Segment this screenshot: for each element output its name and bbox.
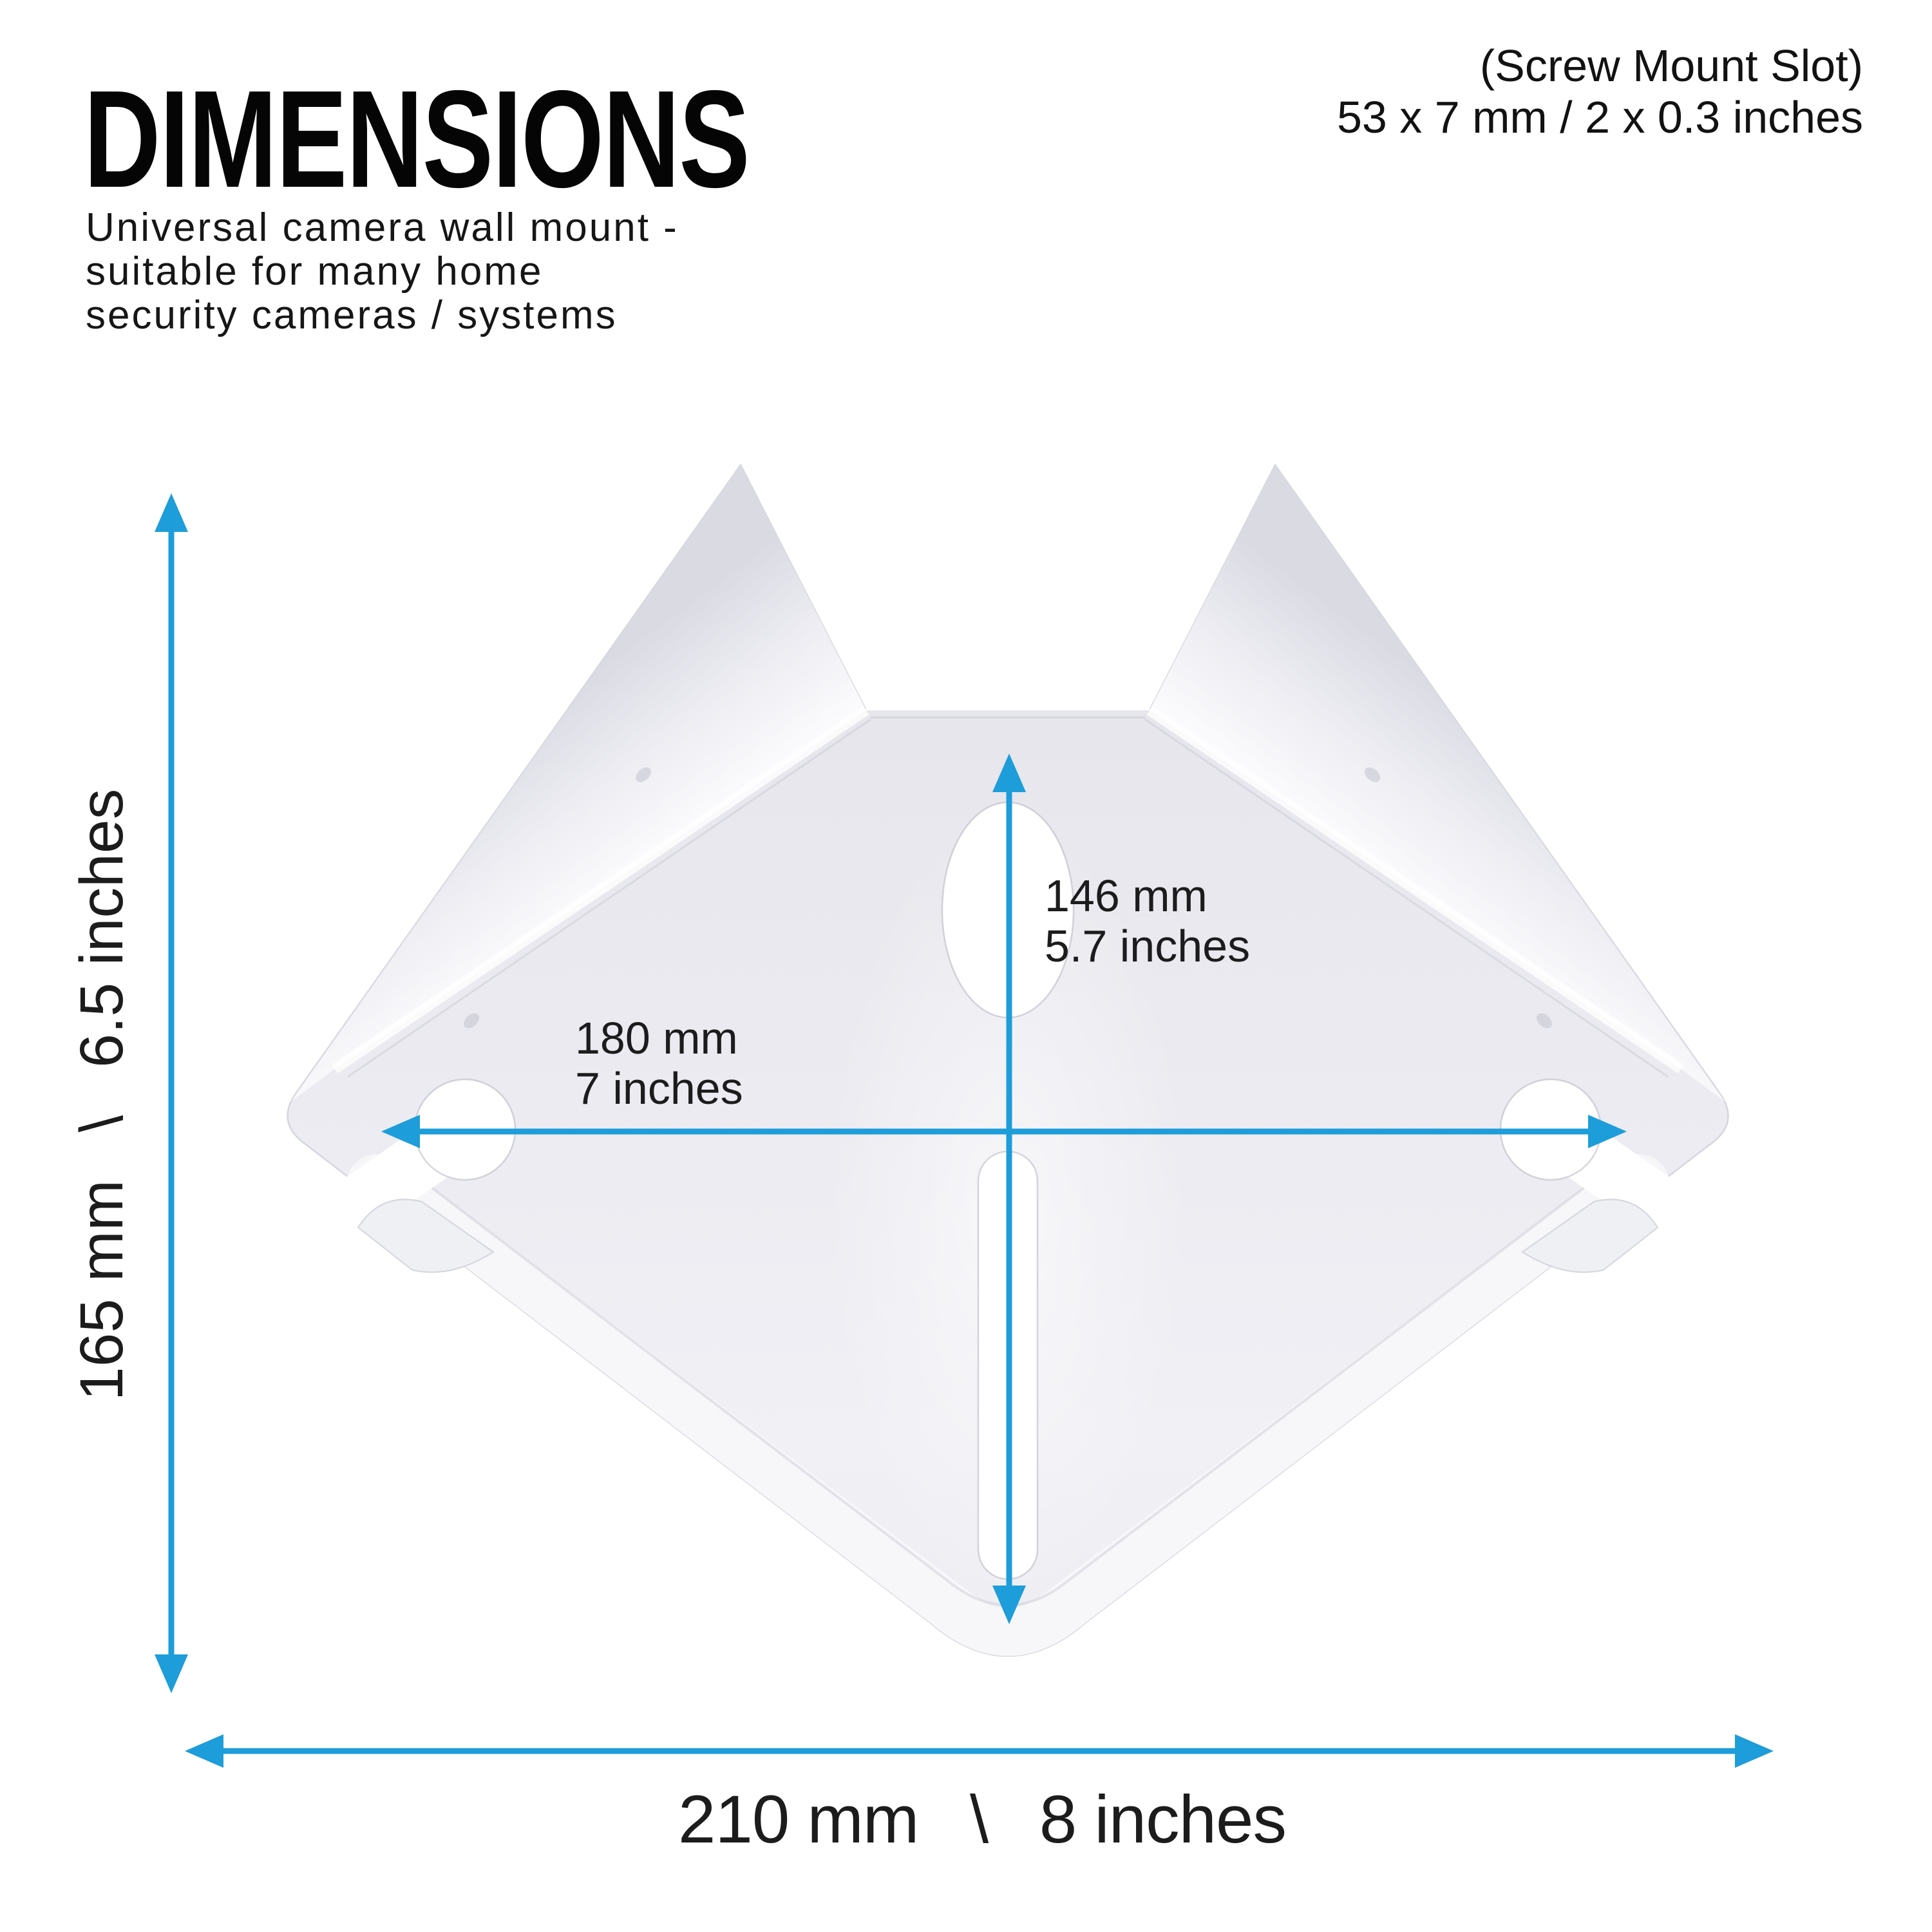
overall-height-arrow — [155, 493, 188, 1693]
plate-height-imperial: 5.7 inches — [1045, 921, 1251, 971]
screw-mount-slot-note-line-1: (Screw Mount Slot) — [1479, 41, 1863, 91]
page-title: DIMENSIONS — [84, 61, 750, 216]
screw-mount-slot-note: (Screw Mount Slot) 53 x 7 mm / 2 x 0.3 i… — [1337, 40, 1863, 143]
subtitle-line-2: suitable for many home — [86, 249, 544, 294]
wing-fold-lines — [332, 706, 1684, 1078]
bracket-left-wing — [291, 465, 866, 1101]
overall-width-arrow — [185, 1734, 1774, 1768]
bracket-right-wing — [1150, 465, 1725, 1101]
plate-width-arrow — [381, 1115, 1627, 1148]
subtitle-line-1: Universal camera wall mount - — [86, 205, 679, 250]
overall-height-label: 165 mm \ 6.5 inches — [68, 788, 136, 1401]
subtitle-line-3: security cameras / systems — [86, 293, 618, 337]
notch-edge — [866, 706, 1150, 719]
plate-width-imperial: 7 inches — [575, 1063, 743, 1113]
screw-mount-slot-note-line-2: 53 x 7 mm / 2 x 0.3 inches — [1336, 92, 1863, 142]
plate-height-label: 146 mm 5.7 inches — [1045, 871, 1250, 971]
page-subtitle: Universal camera wall mount - suitable f… — [86, 206, 679, 337]
plate-width-metric: 180 mm — [575, 1013, 738, 1063]
dimension-arrows — [155, 493, 1774, 1768]
tray-corner-tips — [357, 1198, 1659, 1273]
plate-height-metric: 146 mm — [1045, 871, 1208, 921]
plate-width-label: 180 mm 7 inches — [575, 1013, 743, 1113]
plate-height-arrow — [992, 753, 1026, 1624]
wing-screw-dimples — [463, 767, 1553, 1028]
overall-width-label: 210 mm \ 8 inches — [678, 1782, 1287, 1857]
